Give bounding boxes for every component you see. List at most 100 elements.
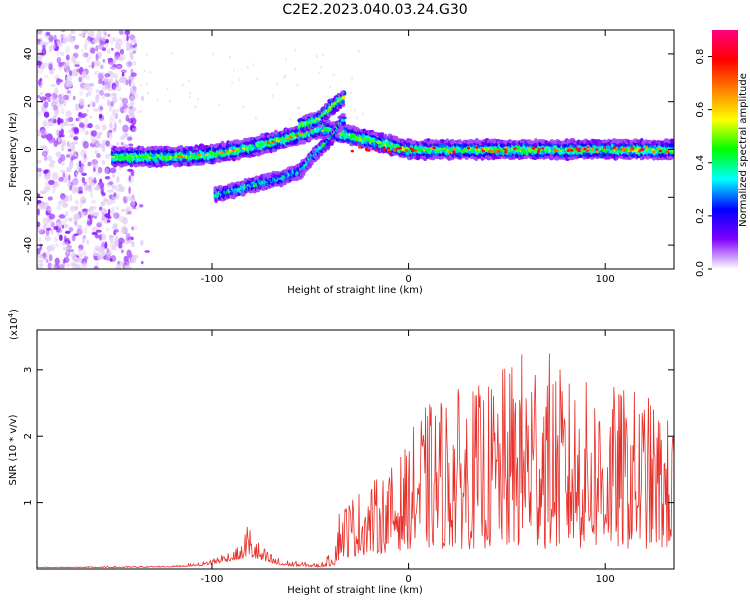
hot-spot — [591, 147, 595, 151]
noise-blob — [114, 51, 121, 58]
noise-blob — [44, 92, 52, 98]
noise-blob — [58, 102, 63, 108]
noise-blob — [126, 208, 132, 214]
noise-blob — [138, 204, 144, 208]
noise-blob — [73, 136, 79, 141]
snr-y-tick-label: 2 — [23, 433, 34, 439]
hot-spot — [568, 147, 572, 150]
noise-blob — [128, 186, 131, 195]
noise-blob — [37, 60, 43, 66]
noise-blob — [122, 124, 129, 133]
hot-spot — [266, 141, 270, 145]
noise-blob — [149, 70, 152, 74]
noise-blob — [43, 224, 47, 231]
noise-blob — [74, 200, 78, 204]
noise-blob — [37, 42, 45, 46]
noise-blob — [44, 251, 51, 259]
noise-blob — [130, 55, 134, 60]
noise-blob — [105, 255, 110, 261]
noise-blob — [93, 108, 100, 112]
hot-spot — [481, 149, 485, 153]
noise-blob — [78, 122, 85, 128]
noise-blob — [188, 95, 191, 99]
noise-blob — [37, 193, 41, 198]
noise-blob — [130, 198, 137, 202]
hot-spot — [490, 150, 495, 153]
noise-blob — [101, 71, 105, 76]
noise-blob — [71, 155, 76, 161]
noise-blob — [114, 184, 122, 192]
noise-blob — [101, 159, 106, 165]
spectrogram-y-tick-label: -40 — [23, 237, 34, 253]
noise-blob — [140, 260, 144, 265]
noise-blob — [130, 100, 135, 107]
noise-blob — [322, 53, 325, 57]
noise-blob — [39, 190, 46, 194]
noise-blob — [111, 92, 117, 97]
noise-blob — [123, 37, 127, 43]
noise-blob — [126, 34, 129, 42]
spectrogram-y-ticks: -40 -20 0 20 40 — [23, 48, 674, 253]
noise-blob — [131, 254, 139, 259]
noise-blob — [65, 110, 72, 118]
noise-blob — [115, 85, 122, 92]
noise-blob — [66, 250, 70, 254]
noise-blob — [114, 79, 119, 88]
noise-blob — [109, 104, 112, 113]
noise-blob — [37, 200, 40, 207]
noise-blob — [100, 201, 106, 207]
snr-y-multiplier: (x104) — [7, 309, 20, 340]
noise-blob — [103, 198, 109, 202]
noise-blob — [96, 229, 102, 233]
noise-blob — [67, 116, 74, 123]
noise-blob — [112, 36, 116, 42]
noise-blob — [95, 45, 99, 52]
colorbar-tick-label: 0.4 — [695, 155, 706, 171]
noise-blob — [130, 72, 137, 77]
noise-blob — [109, 167, 117, 174]
noise-blob — [58, 214, 66, 219]
noise-blob — [128, 34, 136, 40]
noise-blob — [98, 113, 103, 119]
noise-blob — [116, 213, 120, 218]
noise-blob — [58, 228, 63, 233]
hot-spot — [602, 146, 607, 150]
noise-blob — [39, 96, 47, 102]
noise-blob — [60, 92, 66, 101]
noise-blob — [107, 57, 113, 61]
hot-spot — [367, 149, 371, 152]
noise-blob — [111, 174, 116, 178]
noise-blob — [104, 93, 111, 97]
noise-blob — [320, 65, 323, 69]
noise-blob — [82, 140, 89, 149]
hot-spot — [555, 149, 559, 152]
noise-blob — [146, 53, 149, 57]
noise-blob — [76, 116, 82, 123]
noise-blob — [94, 124, 101, 131]
noise-blob — [47, 187, 51, 193]
noise-blob — [71, 234, 76, 242]
noise-blob — [54, 257, 60, 265]
noise-blob — [94, 150, 99, 154]
noise-blob — [76, 163, 79, 168]
hot-spot — [289, 136, 293, 139]
spectrogram-y-tick-label: 20 — [23, 95, 34, 108]
noise-blob — [65, 210, 69, 218]
noise-blob — [52, 118, 57, 124]
noise-blob — [81, 177, 86, 184]
hot-spot — [494, 150, 498, 153]
noise-blob — [125, 232, 131, 241]
noise-blob — [104, 73, 111, 78]
spectrogram-x-tick-label: -100 — [201, 274, 224, 285]
noise-blob — [332, 73, 335, 77]
noise-blob — [115, 206, 119, 211]
noise-blob — [93, 215, 98, 219]
noise-blob — [55, 129, 60, 136]
noise-blob — [80, 49, 84, 52]
noise-blob — [81, 208, 88, 212]
hot-spot — [388, 150, 392, 154]
noise-blob — [108, 132, 113, 137]
noise-blob — [110, 196, 118, 199]
noise-blob — [131, 226, 134, 231]
noise-blob — [97, 134, 101, 139]
